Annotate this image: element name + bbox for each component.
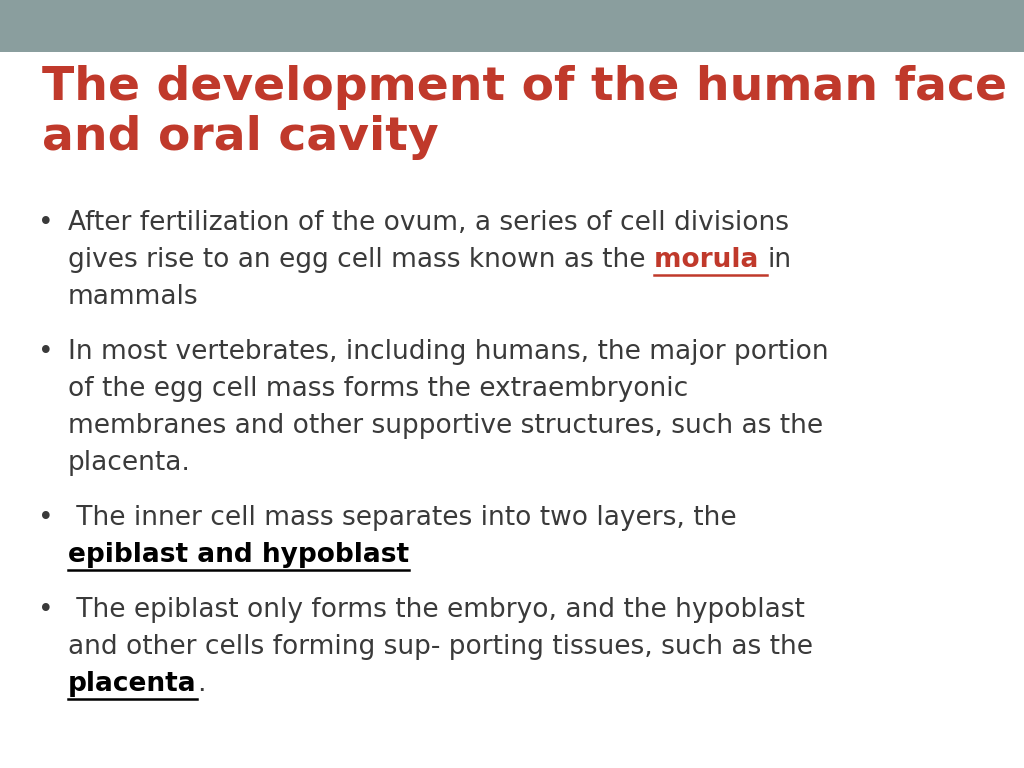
Text: •: •	[38, 505, 53, 531]
Text: membranes and other supportive structures, such as the: membranes and other supportive structure…	[68, 413, 823, 439]
Text: mammals: mammals	[68, 284, 199, 310]
Text: epiblast and hypoblast: epiblast and hypoblast	[68, 542, 410, 568]
Text: •: •	[38, 597, 53, 623]
Text: •: •	[38, 339, 53, 365]
Text: in: in	[767, 247, 792, 273]
Text: The inner cell mass separates into two layers, the: The inner cell mass separates into two l…	[68, 505, 736, 531]
Bar	[0, 0, 1024, 52]
Text: of the egg cell mass forms the extraembryonic: of the egg cell mass forms the extraembr…	[68, 376, 688, 402]
Text: In most vertebrates, including humans, the major portion: In most vertebrates, including humans, t…	[68, 339, 828, 365]
Text: and other cells forming sup- porting tissues, such as the: and other cells forming sup- porting tis…	[68, 634, 813, 660]
Text: morula: morula	[654, 247, 767, 273]
Text: gives rise to an egg cell mass known as the: gives rise to an egg cell mass known as …	[68, 247, 654, 273]
Text: and oral cavity: and oral cavity	[42, 115, 438, 160]
Text: •: •	[38, 210, 53, 236]
Text: placenta: placenta	[68, 671, 197, 697]
Text: .: .	[197, 671, 205, 697]
Text: The development of the human face: The development of the human face	[42, 65, 1007, 110]
Text: The epiblast only forms the embryo, and the hypoblast: The epiblast only forms the embryo, and …	[68, 597, 805, 623]
Text: placenta.: placenta.	[68, 450, 190, 476]
Text: After fertilization of the ovum, a series of cell divisions: After fertilization of the ovum, a serie…	[68, 210, 790, 236]
